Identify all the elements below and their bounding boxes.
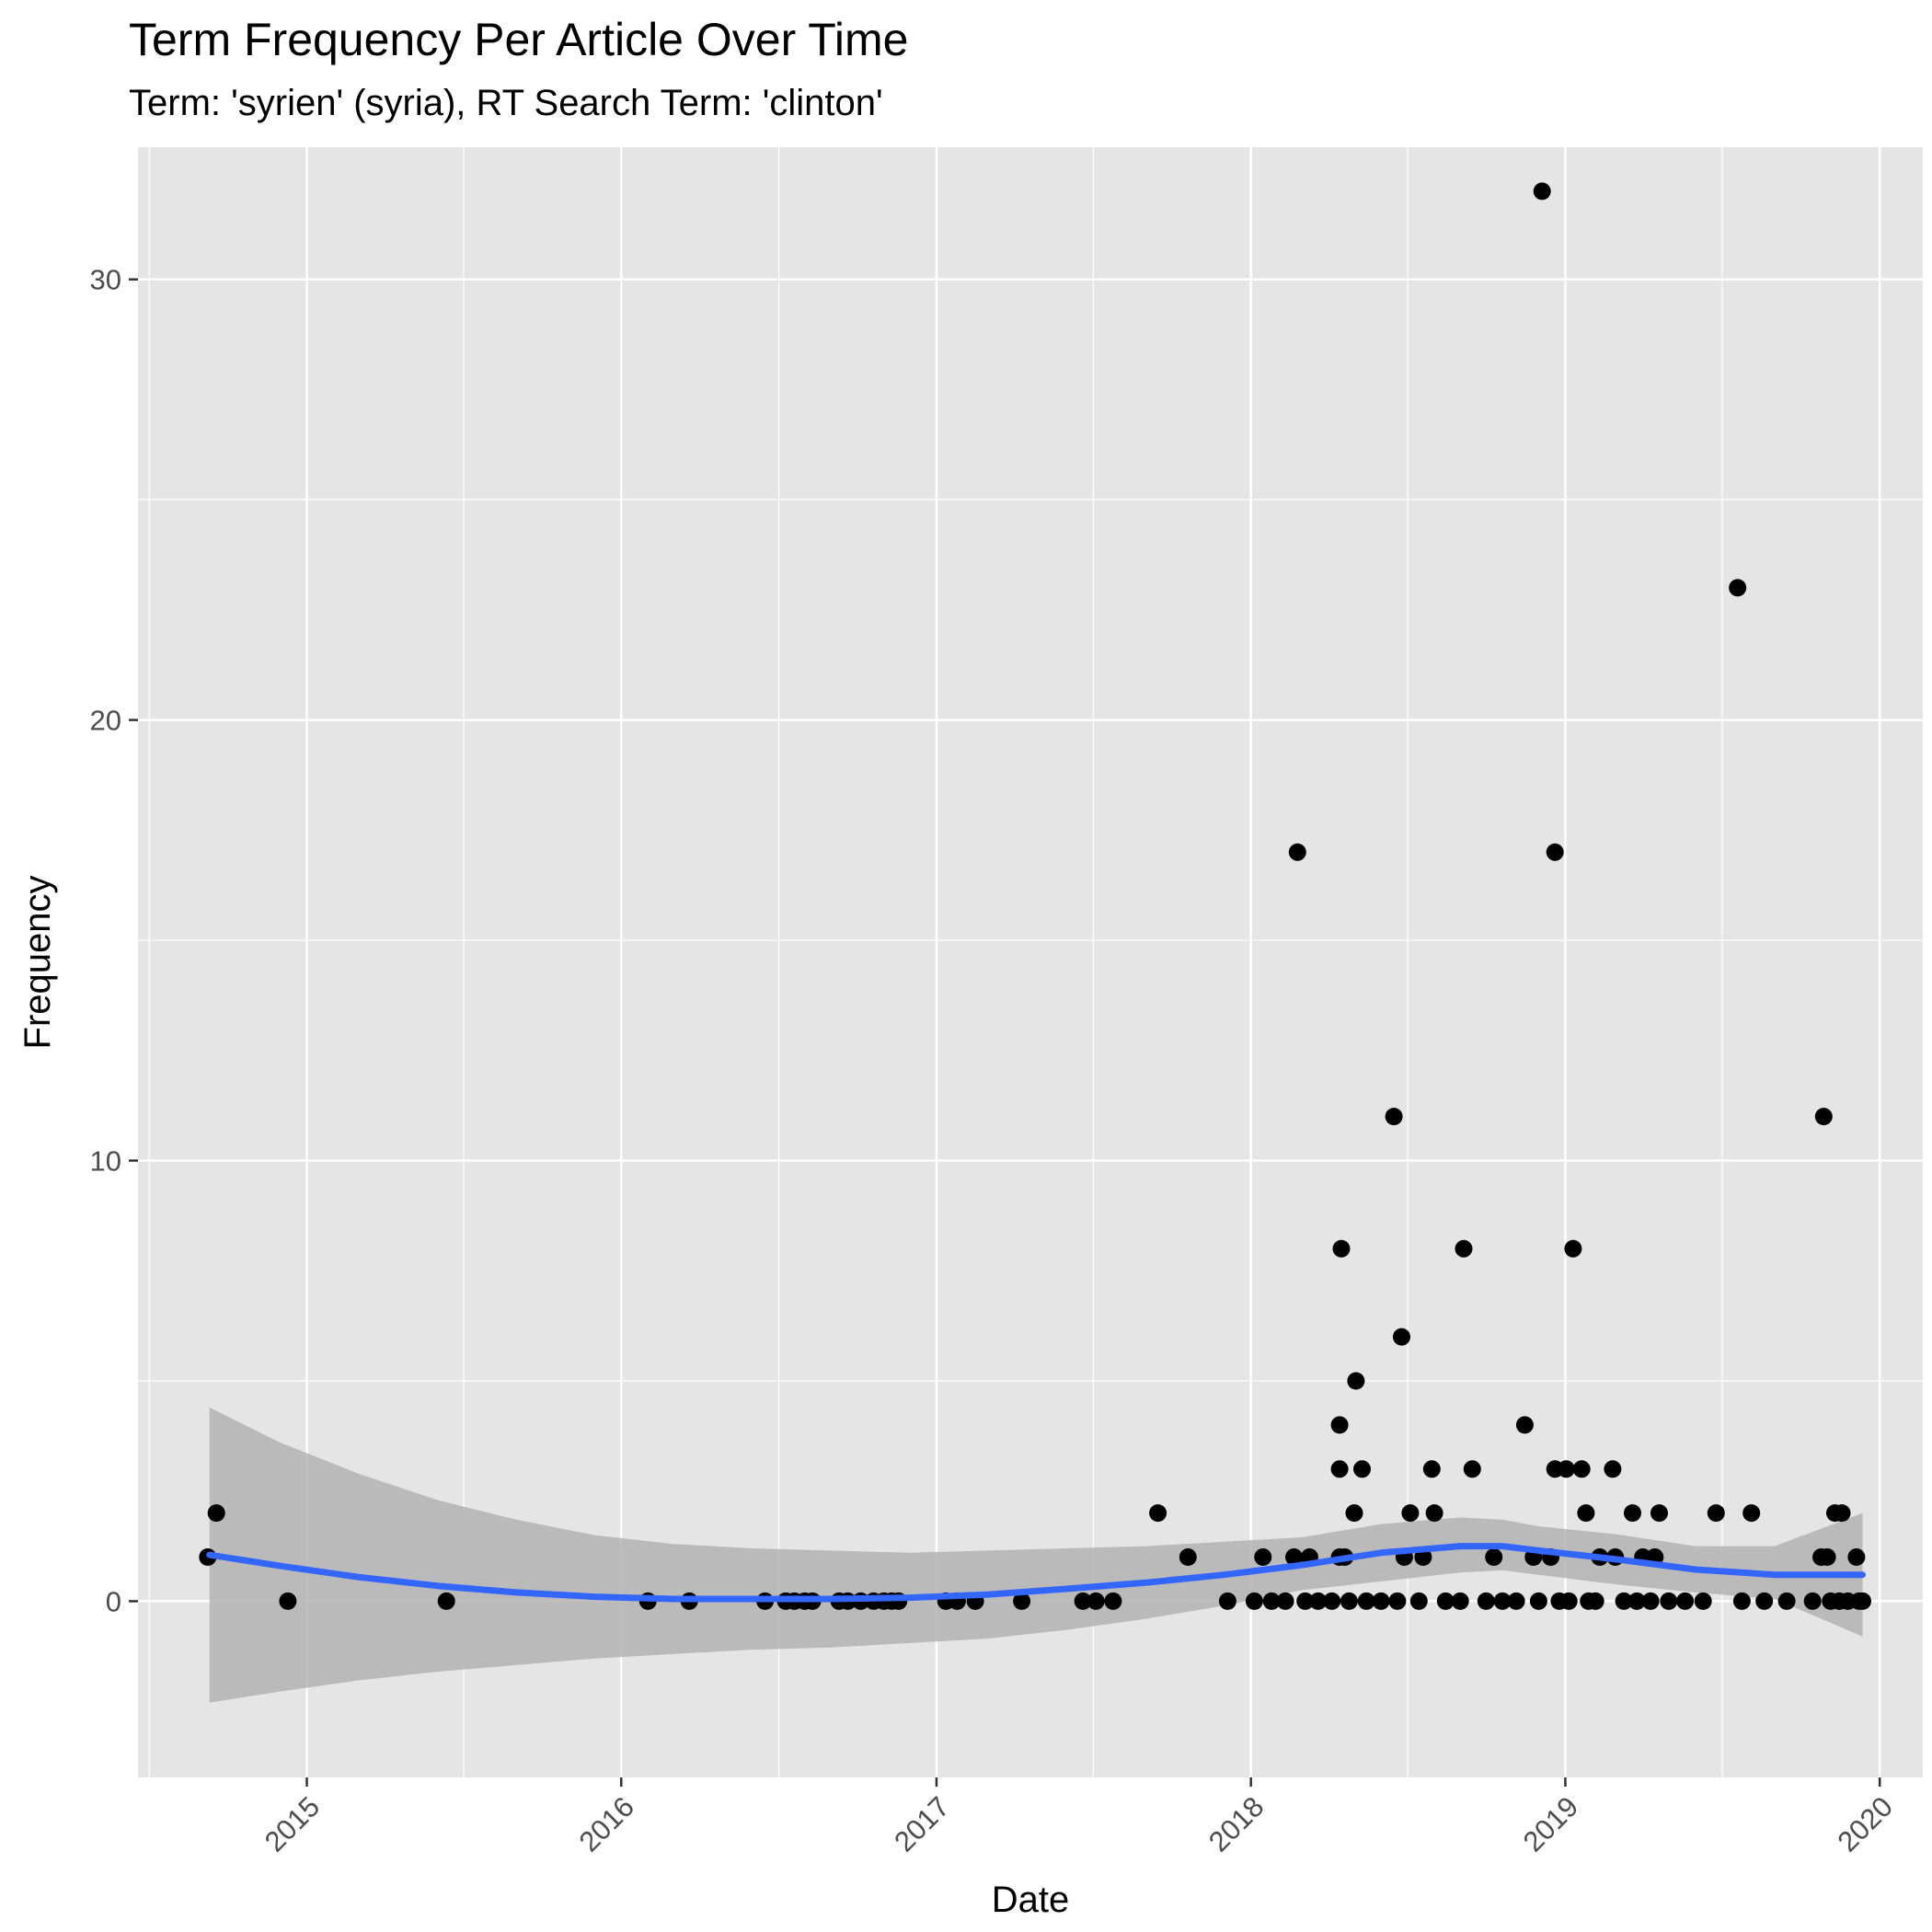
data-point bbox=[1533, 182, 1551, 201]
data-point bbox=[1179, 1548, 1197, 1566]
x-tick-label: 2018 bbox=[1202, 1790, 1271, 1858]
data-point bbox=[1262, 1592, 1281, 1610]
y-axis-title: Frequency bbox=[17, 876, 58, 1050]
data-point bbox=[1323, 1592, 1341, 1610]
data-point bbox=[1288, 843, 1306, 861]
data-point bbox=[1818, 1548, 1836, 1566]
x-tick-label: 2015 bbox=[259, 1790, 327, 1858]
data-point bbox=[1074, 1592, 1092, 1610]
data-point bbox=[1694, 1592, 1712, 1610]
x-axis-title: Date bbox=[992, 1880, 1070, 1920]
data-point bbox=[1372, 1592, 1390, 1610]
data-point bbox=[1833, 1504, 1851, 1523]
data-point bbox=[279, 1592, 297, 1610]
data-point bbox=[1650, 1504, 1668, 1523]
data-point bbox=[1854, 1592, 1871, 1610]
data-point bbox=[1660, 1592, 1678, 1610]
data-point bbox=[1515, 1416, 1534, 1434]
data-point bbox=[1388, 1592, 1407, 1610]
data-point bbox=[1393, 1328, 1410, 1346]
data-point bbox=[1455, 1239, 1473, 1258]
axis-ticks bbox=[129, 278, 1881, 1787]
y-tick-label: 10 bbox=[90, 1145, 121, 1178]
data-point bbox=[1285, 1548, 1303, 1566]
data-point bbox=[1451, 1592, 1469, 1610]
data-point bbox=[1485, 1548, 1503, 1566]
data-point bbox=[1803, 1592, 1822, 1610]
y-tick-label: 20 bbox=[90, 705, 121, 737]
data-point bbox=[1332, 1239, 1351, 1258]
x-tick-label: 2020 bbox=[1831, 1790, 1899, 1858]
data-point bbox=[1777, 1592, 1796, 1610]
data-point bbox=[1742, 1504, 1761, 1523]
chart-subtitle: Term: 'syrien' (syria), RT Search Term: … bbox=[129, 83, 883, 123]
data-point bbox=[1546, 843, 1564, 861]
data-point bbox=[1218, 1592, 1236, 1610]
data-point bbox=[1507, 1592, 1525, 1610]
data-point bbox=[1330, 1416, 1349, 1434]
x-tick-label: 2017 bbox=[888, 1790, 956, 1858]
y-tick-label: 0 bbox=[106, 1585, 121, 1617]
data-point bbox=[1604, 1460, 1622, 1478]
x-tick-label: 2016 bbox=[573, 1790, 641, 1858]
chart-title: Term Frequency Per Article Over Time bbox=[129, 14, 909, 65]
smooth-trend-line bbox=[206, 1543, 1866, 1603]
data-point bbox=[1847, 1548, 1866, 1566]
data-point bbox=[1586, 1592, 1604, 1610]
data-point bbox=[1409, 1592, 1428, 1610]
data-point bbox=[1245, 1592, 1263, 1610]
data-point bbox=[1814, 1108, 1833, 1126]
confidence-band bbox=[209, 1407, 1863, 1703]
data-point bbox=[1755, 1592, 1774, 1610]
data-point bbox=[1013, 1592, 1031, 1610]
y-tick-label: 30 bbox=[90, 264, 121, 296]
data-point bbox=[437, 1592, 455, 1610]
data-point bbox=[1345, 1504, 1363, 1523]
data-point bbox=[1564, 1239, 1582, 1258]
data-point bbox=[1347, 1372, 1365, 1390]
data-point bbox=[1463, 1460, 1481, 1478]
data-point bbox=[1707, 1504, 1725, 1523]
data-point bbox=[207, 1504, 225, 1523]
data-point bbox=[1357, 1592, 1375, 1610]
data-point bbox=[1676, 1592, 1695, 1610]
data-point bbox=[1436, 1592, 1455, 1610]
data-point bbox=[1557, 1460, 1575, 1478]
x-tick-label: 2019 bbox=[1517, 1790, 1585, 1858]
data-point bbox=[1422, 1460, 1441, 1478]
data-point bbox=[1624, 1504, 1641, 1523]
data-point bbox=[1104, 1592, 1122, 1610]
data-point bbox=[1401, 1504, 1420, 1523]
data-point bbox=[1493, 1592, 1512, 1610]
data-point bbox=[1529, 1592, 1547, 1610]
data-point bbox=[1732, 1592, 1751, 1610]
data-point bbox=[1641, 1592, 1660, 1610]
data-point bbox=[1309, 1592, 1328, 1610]
y-tick-labels: 0 10 20 30 bbox=[90, 264, 121, 1618]
data-point bbox=[1615, 1592, 1633, 1610]
x-tick-labels: 2015 2016 2017 2018 2019 2020 bbox=[259, 1790, 1899, 1858]
data-point bbox=[1149, 1504, 1167, 1523]
data-point bbox=[1425, 1504, 1443, 1523]
data-point bbox=[1627, 1592, 1646, 1610]
data-point bbox=[1087, 1592, 1105, 1610]
data-point bbox=[1296, 1592, 1315, 1610]
data-point bbox=[1254, 1548, 1272, 1566]
data-points bbox=[199, 182, 1871, 1610]
data-point bbox=[1340, 1592, 1358, 1610]
data-point bbox=[1572, 1460, 1591, 1478]
data-point bbox=[1729, 579, 1747, 597]
data-point bbox=[1477, 1592, 1495, 1610]
data-point bbox=[1577, 1504, 1595, 1523]
data-point bbox=[1276, 1592, 1294, 1610]
data-point bbox=[1385, 1108, 1403, 1126]
data-point bbox=[1559, 1592, 1578, 1610]
data-point bbox=[1330, 1460, 1349, 1478]
data-point bbox=[1353, 1460, 1371, 1478]
